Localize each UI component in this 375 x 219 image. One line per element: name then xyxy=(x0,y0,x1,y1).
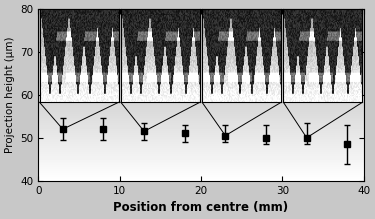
X-axis label: Position from centre (mm): Position from centre (mm) xyxy=(113,201,288,214)
Y-axis label: Projection height (μm): Projection height (μm) xyxy=(5,37,15,153)
